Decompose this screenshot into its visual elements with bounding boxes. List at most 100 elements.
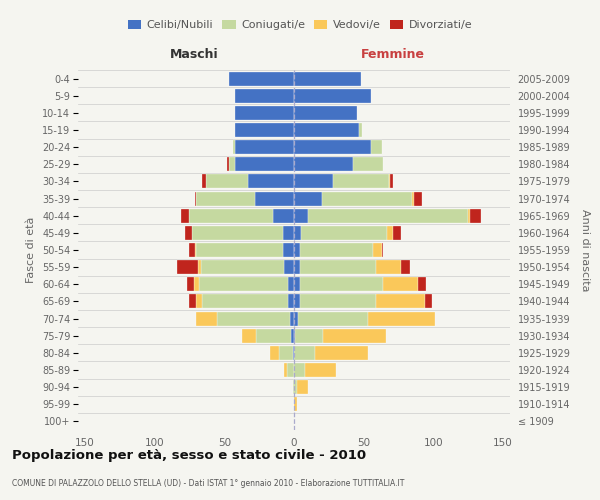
Bar bbox=[294, 72, 361, 86]
Bar bbox=[393, 226, 401, 240]
Bar bbox=[206, 174, 248, 188]
Bar bbox=[229, 72, 294, 86]
Bar bbox=[294, 312, 298, 326]
Bar bbox=[196, 192, 255, 205]
Bar bbox=[294, 88, 371, 102]
Bar bbox=[294, 226, 301, 240]
Bar bbox=[217, 312, 290, 326]
Bar bbox=[242, 328, 256, 342]
Bar bbox=[273, 208, 294, 222]
Bar bbox=[389, 174, 390, 188]
Bar bbox=[196, 294, 202, 308]
Bar bbox=[293, 346, 294, 360]
Bar bbox=[323, 328, 386, 342]
Bar bbox=[294, 380, 297, 394]
Bar bbox=[418, 278, 427, 291]
Bar bbox=[198, 260, 200, 274]
Bar bbox=[382, 243, 383, 257]
Bar bbox=[227, 158, 229, 172]
Bar bbox=[196, 243, 283, 257]
Bar bbox=[388, 226, 393, 240]
Bar bbox=[181, 208, 190, 222]
Bar bbox=[333, 174, 389, 188]
Bar bbox=[271, 346, 278, 360]
Bar bbox=[196, 312, 217, 326]
Bar bbox=[301, 226, 388, 240]
Bar bbox=[202, 174, 206, 188]
Bar bbox=[283, 226, 294, 240]
Bar bbox=[199, 278, 289, 291]
Bar bbox=[368, 312, 435, 326]
Bar bbox=[294, 398, 297, 411]
Bar bbox=[299, 243, 373, 257]
Text: Maschi: Maschi bbox=[170, 48, 219, 61]
Bar bbox=[235, 123, 294, 137]
Bar bbox=[195, 243, 196, 257]
Bar bbox=[299, 294, 376, 308]
Bar bbox=[294, 346, 315, 360]
Bar bbox=[294, 158, 353, 172]
Bar bbox=[322, 192, 412, 205]
Bar bbox=[192, 226, 283, 240]
Bar bbox=[283, 243, 294, 257]
Bar bbox=[376, 260, 401, 274]
Bar bbox=[294, 140, 371, 154]
Bar bbox=[229, 158, 235, 172]
Bar bbox=[299, 278, 383, 291]
Bar bbox=[294, 208, 308, 222]
Bar bbox=[294, 278, 299, 291]
Bar bbox=[376, 294, 425, 308]
Bar bbox=[190, 208, 273, 222]
Bar bbox=[298, 312, 368, 326]
Bar bbox=[235, 140, 294, 154]
Legend: Celibi/Nubili, Coniugati/e, Vedovi/e, Divorziati/e: Celibi/Nubili, Coniugati/e, Vedovi/e, Di… bbox=[124, 16, 476, 35]
Bar bbox=[305, 363, 336, 377]
Bar bbox=[287, 363, 294, 377]
Bar bbox=[235, 106, 294, 120]
Bar bbox=[299, 260, 376, 274]
Bar bbox=[187, 278, 194, 291]
Bar bbox=[383, 278, 418, 291]
Y-axis label: Fasce di età: Fasce di età bbox=[26, 217, 37, 283]
Bar bbox=[425, 294, 432, 308]
Bar bbox=[289, 278, 294, 291]
Bar bbox=[202, 294, 289, 308]
Text: Popolazione per età, sesso e stato civile - 2010: Popolazione per età, sesso e stato civil… bbox=[12, 450, 366, 462]
Bar bbox=[290, 312, 294, 326]
Text: COMUNE DI PALAZZOLO DELLO STELLA (UD) - Dati ISTAT 1° gennaio 2010 - Elaborazion: COMUNE DI PALAZZOLO DELLO STELLA (UD) - … bbox=[12, 478, 404, 488]
Bar bbox=[373, 243, 382, 257]
Bar bbox=[291, 328, 294, 342]
Bar bbox=[295, 328, 323, 342]
Bar bbox=[294, 328, 295, 342]
Bar bbox=[248, 174, 294, 188]
Bar bbox=[308, 208, 468, 222]
Text: Femmine: Femmine bbox=[361, 48, 425, 61]
Bar bbox=[194, 278, 199, 291]
Bar bbox=[371, 140, 382, 154]
Bar bbox=[359, 123, 362, 137]
Bar bbox=[468, 208, 470, 222]
Bar bbox=[235, 158, 294, 172]
Bar bbox=[284, 363, 287, 377]
Bar bbox=[293, 380, 294, 394]
Bar bbox=[414, 192, 422, 205]
Bar bbox=[390, 174, 393, 188]
Bar bbox=[235, 88, 294, 102]
Bar bbox=[255, 192, 294, 205]
Bar bbox=[294, 294, 299, 308]
Bar bbox=[190, 294, 196, 308]
Bar bbox=[256, 328, 291, 342]
Bar bbox=[412, 192, 414, 205]
Bar bbox=[294, 174, 333, 188]
Bar bbox=[284, 260, 294, 274]
Bar bbox=[401, 260, 410, 274]
Bar bbox=[294, 123, 359, 137]
Bar bbox=[233, 140, 235, 154]
Bar bbox=[297, 380, 308, 394]
Bar bbox=[470, 208, 481, 222]
Bar bbox=[294, 106, 357, 120]
Bar bbox=[294, 192, 322, 205]
Bar bbox=[177, 260, 198, 274]
Bar bbox=[185, 226, 192, 240]
Bar bbox=[294, 243, 299, 257]
